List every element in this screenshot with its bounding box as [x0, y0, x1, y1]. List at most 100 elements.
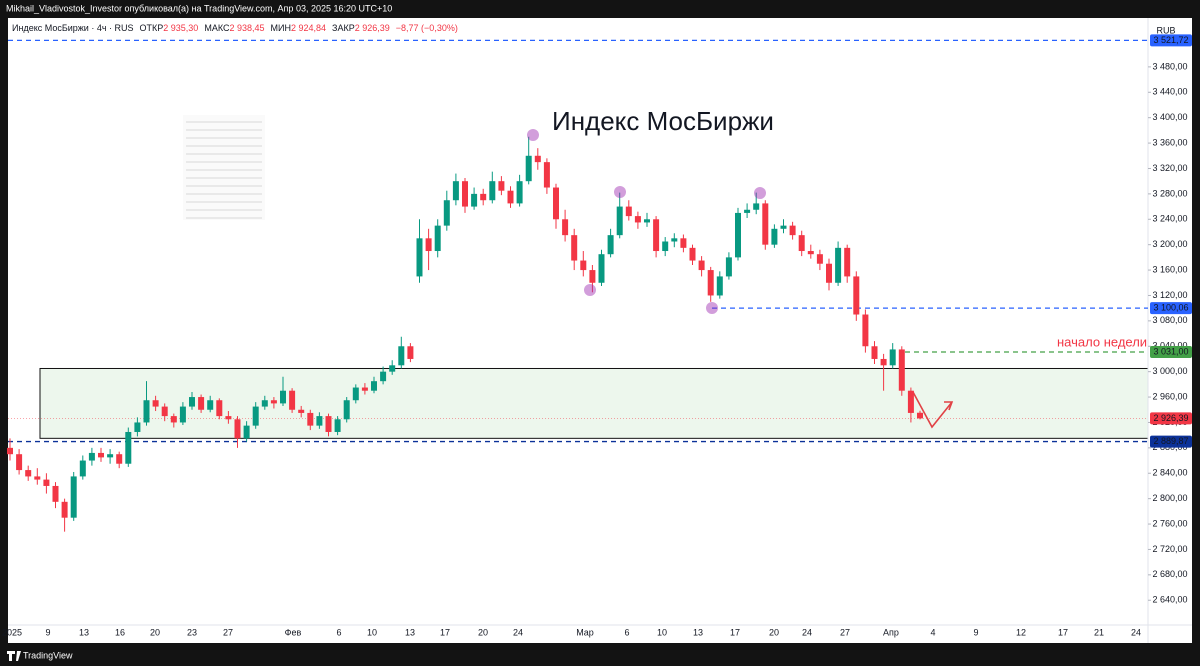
candle-body	[25, 470, 32, 477]
price-tag	[1150, 34, 1192, 47]
price-tag	[1150, 345, 1192, 358]
x-tick-label: 24	[1131, 627, 1141, 637]
candle-body	[425, 238, 432, 252]
candle-body	[816, 254, 823, 264]
candle-body	[134, 422, 141, 432]
candle-body	[352, 387, 359, 401]
x-tick-label: 13	[79, 627, 89, 637]
candle-body	[917, 412, 923, 419]
candle-body	[107, 454, 114, 458]
candle-body	[553, 187, 559, 220]
x-tick-label: 9	[973, 627, 978, 637]
forecast-arrow	[912, 391, 954, 429]
candle-body	[371, 381, 377, 391]
candle-body	[489, 181, 496, 201]
x-tick-label: 6	[336, 627, 341, 637]
x-tick-label: Мар	[576, 627, 594, 637]
zone	[39, 367, 1149, 439]
x-tick-label: 20	[150, 627, 160, 637]
candle-body	[334, 419, 341, 432]
y-tick-label: 2 640,00	[1152, 595, 1187, 605]
candle-body	[289, 390, 296, 410]
y-tick-label: 3 360,00	[1152, 137, 1187, 147]
y-tick-label: 3 120,00	[1152, 290, 1187, 300]
candle-body	[580, 260, 587, 271]
x-tick-label: 2025	[2, 627, 22, 637]
price-tag	[1150, 412, 1192, 425]
candle-body	[844, 247, 851, 277]
legend: Индекс МосБиржи · 4ч · RUS ОТКР2 935,30 МА…	[12, 23, 458, 33]
candle-body	[562, 219, 569, 236]
price-tag-label: 3 521,72	[1153, 35, 1188, 45]
legend-label: ЗАКР	[332, 23, 355, 33]
candle-body	[707, 270, 714, 296]
candle-body	[625, 206, 632, 217]
candle-body	[170, 416, 177, 423]
candle-body	[671, 238, 678, 242]
candle-body	[680, 238, 687, 248]
candle-body	[16, 454, 23, 471]
candle-body	[644, 219, 650, 223]
x-tick-label: 17	[730, 627, 740, 637]
legend-value: 2 926,39	[355, 23, 390, 33]
candle-body	[798, 235, 805, 252]
candle-body	[43, 479, 50, 486]
candle-body	[698, 260, 705, 271]
candle-body	[7, 447, 13, 455]
candle-body	[471, 193, 478, 207]
candle-body	[835, 247, 842, 283]
pivot-marker	[706, 302, 718, 314]
x-tick-label: 9	[45, 627, 50, 637]
candle-body	[735, 212, 741, 258]
x-tick-label: 16	[115, 627, 125, 637]
candle-body	[98, 452, 104, 458]
thumbnail	[183, 115, 265, 220]
note: начало недели	[1057, 334, 1147, 349]
candle-body	[907, 390, 914, 413]
candle-body	[380, 371, 387, 382]
y-tick-label: 3 480,00	[1152, 61, 1187, 71]
pivot-marker	[527, 129, 539, 141]
candle-body	[525, 155, 532, 182]
y-tick-label: 2 960,00	[1152, 391, 1187, 401]
currency: RUB	[1156, 25, 1175, 35]
x-tick-label: 21	[1094, 627, 1104, 637]
x-tick-label: Апр	[883, 627, 899, 637]
candle-body	[807, 251, 814, 255]
price-tag-label: 3 100,06	[1153, 303, 1188, 313]
x-tick-label: 27	[840, 627, 850, 637]
candle-body	[498, 181, 505, 191]
y-tick-label: 3 440,00	[1152, 87, 1187, 97]
candle-body	[225, 416, 232, 420]
candle-body	[161, 406, 168, 417]
x-tick-label: 23	[187, 627, 197, 637]
candle-body	[789, 225, 796, 236]
candle-body	[261, 400, 268, 407]
candle-body	[780, 225, 787, 229]
candle-body	[653, 219, 660, 252]
legend-value: 2 938,45	[229, 23, 264, 33]
candle-body	[716, 276, 723, 296]
candle-body	[634, 216, 641, 223]
candle-body	[762, 203, 769, 245]
x-tick-label: 13	[405, 627, 415, 637]
price-tag-label: 2 926,39	[1153, 413, 1188, 423]
candle-body	[744, 209, 751, 213]
candle-body	[398, 346, 405, 366]
publisher: Mikhail_Vladivostok_Investor опубликовал…	[6, 3, 392, 13]
candle-body	[234, 419, 241, 439]
y-tick-label: 2 720,00	[1152, 544, 1187, 554]
candle-body	[88, 452, 95, 461]
chart-title: Индекс МосБиржи	[552, 106, 774, 136]
candle-body	[607, 235, 614, 255]
x-tick-label: 20	[478, 627, 488, 637]
candle-body	[216, 400, 223, 417]
y-tick-label: 2 800,00	[1152, 493, 1187, 503]
x-tick-label: 24	[802, 627, 812, 637]
candle-body	[616, 206, 623, 236]
candle-body	[826, 263, 832, 283]
footer-bar	[0, 643, 1200, 666]
candle-body	[343, 400, 350, 420]
candle-body	[771, 228, 778, 245]
